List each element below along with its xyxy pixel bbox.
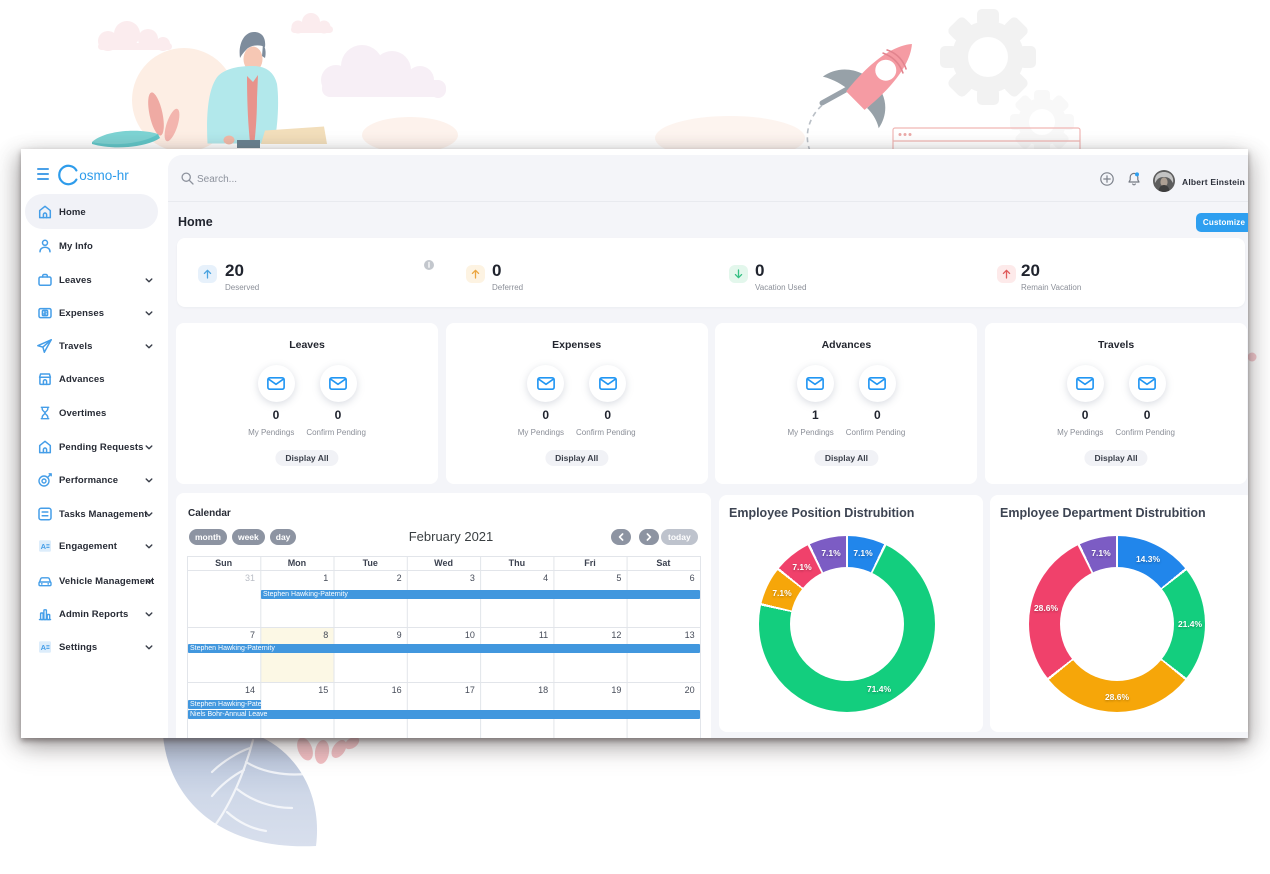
svg-text:A: A <box>41 542 47 551</box>
svg-text:A: A <box>41 643 47 652</box>
svg-text:osmo-hr: osmo-hr <box>79 168 129 183</box>
